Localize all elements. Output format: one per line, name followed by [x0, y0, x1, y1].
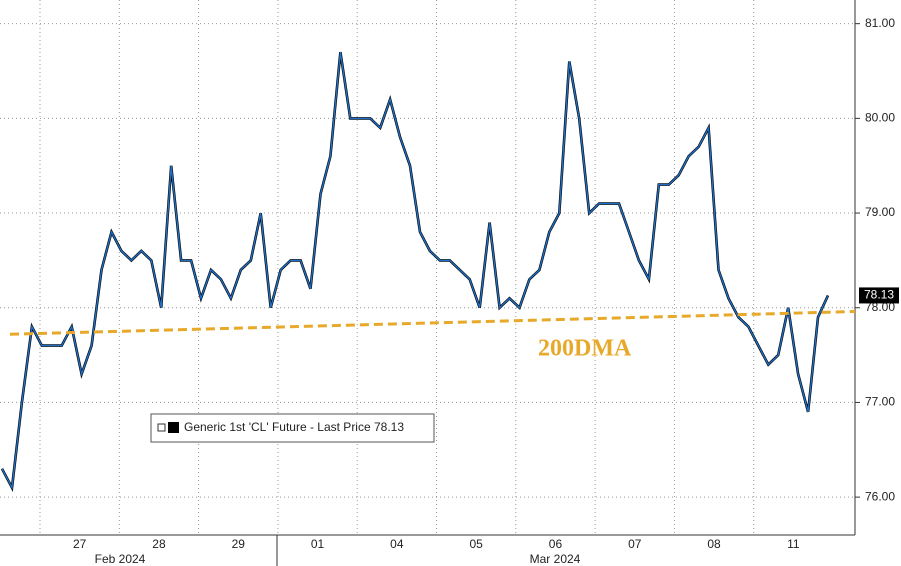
month-label: Feb 2024 — [95, 552, 146, 566]
legend-box — [150, 413, 435, 443]
x-tick-label: 08 — [707, 537, 721, 551]
x-tick-label: 28 — [152, 537, 166, 551]
x-tick-label: 27 — [73, 537, 87, 551]
price-line — [1, 51, 829, 491]
y-tick-label: 81.00 — [865, 16, 895, 30]
y-tick-label: 76.00 — [865, 489, 895, 503]
x-tick-label: 04 — [390, 537, 404, 551]
x-tick-label: 07 — [628, 537, 642, 551]
dma-line — [9, 310, 856, 336]
y-tick-label: 79.00 — [865, 205, 895, 219]
legend: Generic 1st 'CL' Future - Last Price 78.… — [150, 413, 435, 443]
dma-annotation: 200DMA — [538, 336, 632, 362]
y-tick-label: 77.00 — [865, 395, 895, 409]
legend-label: Generic 1st 'CL' Future - Last Price 78.… — [184, 420, 404, 434]
x-tick-label: 01 — [311, 537, 325, 551]
last-price-label: 78.13 — [864, 288, 894, 302]
last-price-box — [859, 287, 899, 304]
legend-toggle — [157, 423, 166, 432]
x-tick-label: 06 — [549, 537, 563, 551]
y-tick-label: 80.00 — [865, 111, 895, 125]
month-label: Mar 2024 — [530, 552, 581, 566]
plot-area — [0, 0, 855, 535]
x-tick-label: 11 — [787, 537, 800, 551]
x-tick-label: 05 — [469, 537, 483, 551]
legend-swatch — [168, 422, 179, 433]
x-tick-label: 29 — [232, 537, 246, 551]
